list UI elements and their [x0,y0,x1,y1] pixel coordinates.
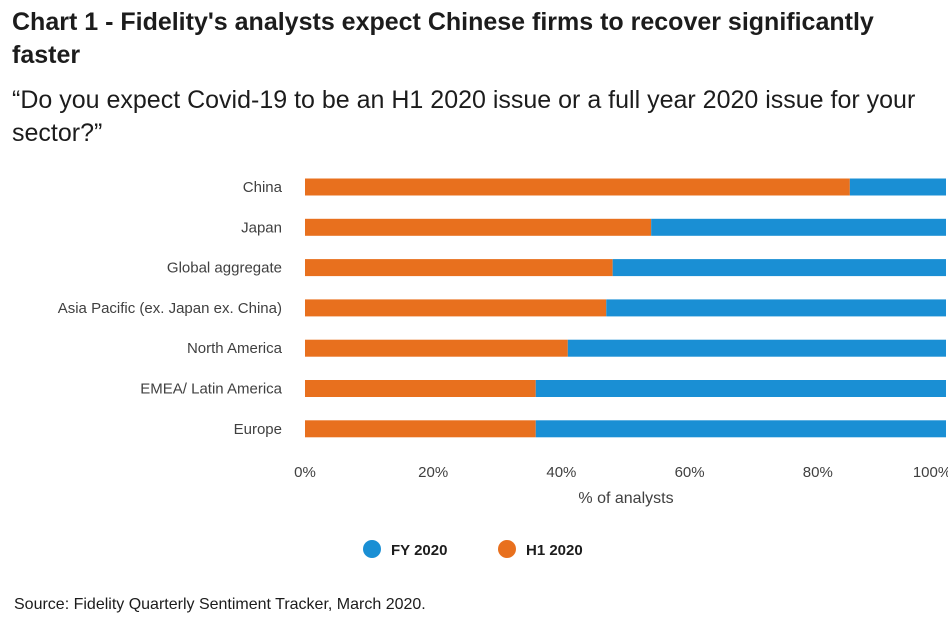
bar-h1-2020-europe [305,420,536,438]
category-label-emea-latin-america: EMEA/ Latin America [140,381,282,398]
bar-h1-2020-japan [305,218,652,236]
legend-marker-h1-2020 [498,540,516,558]
bar-fy-2020-europe [535,420,946,438]
legend-marker-fy-2020 [363,540,381,558]
bar-fy-2020-north-america [567,339,946,357]
category-label-japan: Japan [241,219,282,236]
bar-fy-2020-emea-latin-america [535,380,946,397]
bar-fy-2020-asia-pacific-ex-japan-ex-china [606,299,946,317]
category-label-europe: Europe [234,421,282,438]
category-label-north-america: North America [187,340,283,357]
chart-subtitle: “Do you expect Covid-19 to be an H1 2020… [12,86,916,147]
x-tick-label: 0% [294,464,316,481]
x-tick-label: 80% [803,464,833,481]
bar-h1-2020-global-aggregate [305,259,613,277]
chart-title: Chart 1 - Fidelity's analysts expect Chi… [12,8,874,69]
bar-fy-2020-china [849,178,946,196]
bar-fy-2020-japan [651,218,946,236]
bar-h1-2020-north-america [305,339,568,357]
x-tick-label: 100% [913,464,948,481]
x-axis-title: % of analysts [578,490,673,507]
bar-fy-2020-global-aggregate [612,259,946,277]
bar-h1-2020-china [305,178,850,196]
source-note: Source: Fidelity Quarterly Sentiment Tra… [14,596,426,613]
x-tick-label: 60% [675,464,705,481]
x-tick-label: 40% [546,464,576,481]
category-label-asia-pacific-ex-japan-ex-china: Asia Pacific (ex. Japan ex. China) [58,300,282,317]
legend-label-h1-2020: H1 2020 [526,542,583,559]
bar-h1-2020-asia-pacific-ex-japan-ex-china [305,299,607,317]
stacked-bar-chart: China Japan Global aggregate Asia Pacific (… [58,178,948,559]
bar-h1-2020-emea-latin-america [305,380,536,397]
x-tick-label: 20% [418,464,448,481]
legend-label-fy-2020: FY 2020 [391,542,447,559]
category-label-china: China [243,179,283,196]
category-label-global-aggregate: Global aggregate [167,260,282,277]
